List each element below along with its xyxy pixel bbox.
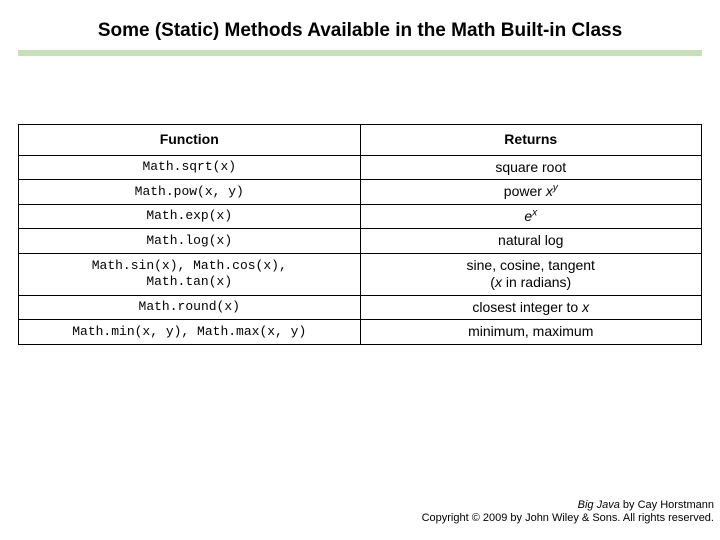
returns-cell: square root bbox=[360, 155, 702, 180]
table-container: Function Returns Math.sqrt(x)square root… bbox=[0, 56, 720, 345]
methods-table: Function Returns Math.sqrt(x)square root… bbox=[18, 124, 702, 345]
returns-cell: minimum, maximum bbox=[360, 320, 702, 345]
table-body: Math.sqrt(x)square rootMath.pow(x, y)pow… bbox=[19, 155, 702, 344]
table-row: Math.min(x, y), Math.max(x, y)minimum, m… bbox=[19, 320, 702, 345]
footer: Big Java by Cay Horstmann Copyright © 20… bbox=[422, 499, 714, 527]
table-row: Math.exp(x)ex bbox=[19, 204, 702, 229]
returns-cell: closest integer to x bbox=[360, 295, 702, 320]
function-cell: Math.min(x, y), Math.max(x, y) bbox=[19, 320, 361, 345]
function-cell: Math.sqrt(x) bbox=[19, 155, 361, 180]
footer-line2: Copyright © 2009 by John Wiley & Sons. A… bbox=[422, 512, 714, 526]
returns-cell: natural log bbox=[360, 229, 702, 254]
book-title: Big Java bbox=[578, 499, 620, 511]
table-row: Math.round(x)closest integer to x bbox=[19, 295, 702, 320]
table-row: Math.log(x)natural log bbox=[19, 229, 702, 254]
table-row: Math.sin(x), Math.cos(x),Math.tan(x)sine… bbox=[19, 253, 702, 295]
function-cell: Math.log(x) bbox=[19, 229, 361, 254]
table-row: Math.pow(x, y)power xy bbox=[19, 180, 702, 205]
footer-line1: Big Java by Cay Horstmann bbox=[422, 499, 714, 513]
returns-cell: sine, cosine, tangent(x in radians) bbox=[360, 253, 702, 295]
table-row: Math.sqrt(x)square root bbox=[19, 155, 702, 180]
function-cell: Math.pow(x, y) bbox=[19, 180, 361, 205]
table-header-row: Function Returns bbox=[19, 125, 702, 156]
function-cell: Math.sin(x), Math.cos(x),Math.tan(x) bbox=[19, 253, 361, 295]
col-header-returns: Returns bbox=[360, 125, 702, 156]
author-text: by Cay Horstmann bbox=[620, 499, 714, 511]
function-cell: Math.round(x) bbox=[19, 295, 361, 320]
slide-title: Some (Static) Methods Available in the M… bbox=[0, 0, 720, 50]
returns-cell: ex bbox=[360, 204, 702, 229]
function-cell: Math.exp(x) bbox=[19, 204, 361, 229]
col-header-function: Function bbox=[19, 125, 361, 156]
returns-cell: power xy bbox=[360, 180, 702, 205]
